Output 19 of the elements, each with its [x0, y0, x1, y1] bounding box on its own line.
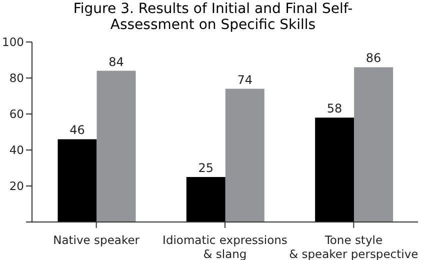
bar	[225, 88, 264, 222]
y-tick-label: 100	[2, 35, 24, 50]
data-label: 74	[237, 72, 253, 87]
y-tick-label: 40	[9, 143, 24, 158]
y-tick-label: 20	[9, 179, 24, 194]
bar	[315, 118, 354, 222]
data-label: 86	[366, 51, 382, 66]
chart-title: Figure 3. Results of Initial and Final Self-Assessment on Specific Skills	[72, 0, 354, 34]
x-tick-label: Native speaker	[53, 233, 140, 247]
bar	[58, 139, 97, 222]
data-label: 25	[198, 161, 214, 175]
bar	[186, 177, 226, 222]
data-label: 58	[326, 102, 342, 116]
data-label: 84	[108, 54, 124, 69]
y-tick-label: 60	[9, 107, 24, 122]
y-tick-label: 80	[9, 71, 24, 86]
data-label: 46	[70, 123, 85, 138]
bar	[354, 67, 394, 222]
bar	[96, 70, 136, 222]
